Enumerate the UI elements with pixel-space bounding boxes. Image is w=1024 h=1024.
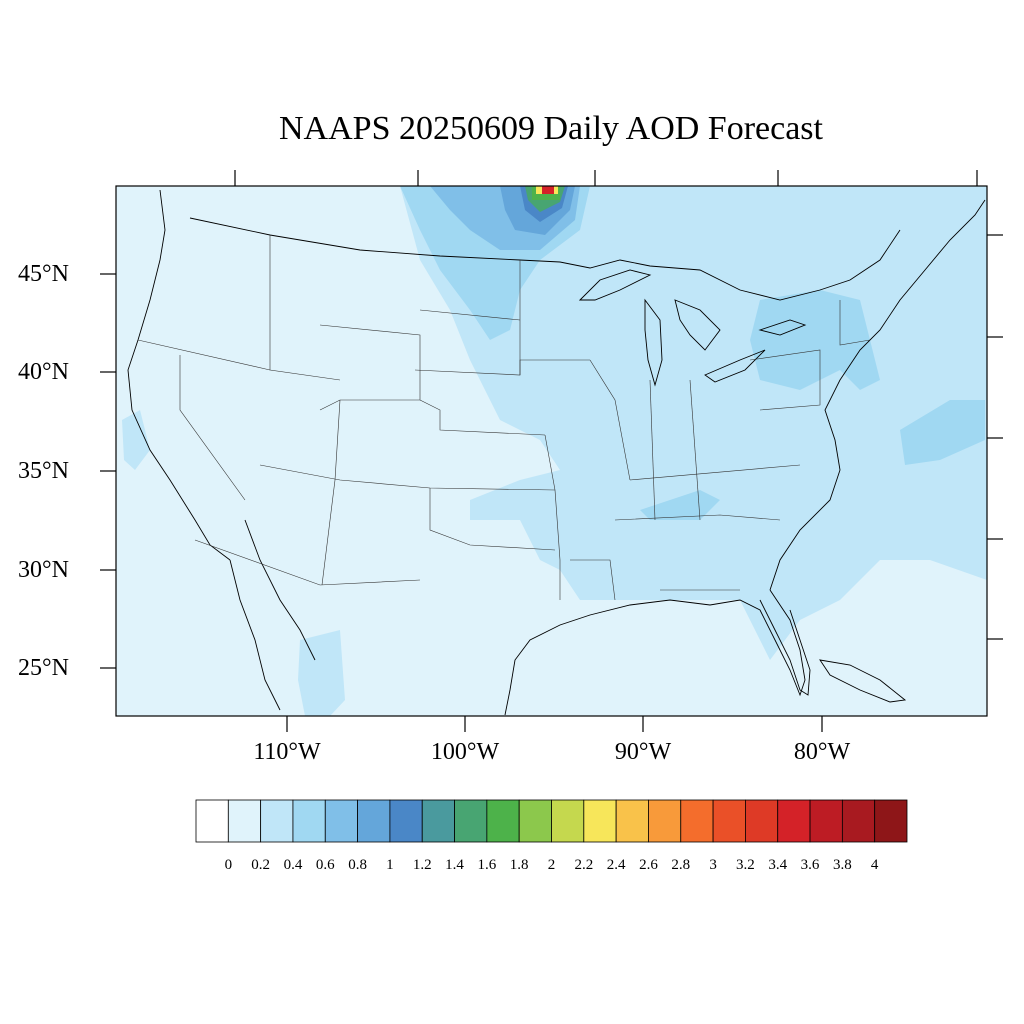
colorbar-cell bbox=[809, 799, 843, 843]
aod-region-southeast-band bbox=[640, 490, 720, 520]
atlantic-coast bbox=[769, 199, 986, 591]
colorbar-tick-label: 1 bbox=[386, 857, 394, 873]
state-line bbox=[194, 539, 421, 586]
state-line bbox=[419, 399, 546, 436]
colorbar-cell bbox=[227, 799, 262, 843]
colorbar-cell bbox=[615, 799, 649, 843]
colorbar-cell bbox=[389, 799, 423, 843]
colorbar-cell bbox=[421, 799, 455, 843]
state-line bbox=[259, 464, 556, 491]
colorbar-cell bbox=[777, 799, 811, 843]
colorbar-cell bbox=[454, 799, 488, 843]
colorbar-tick-label: 1.8 bbox=[509, 857, 529, 873]
colorbar-cell bbox=[518, 799, 552, 843]
colorbar-tick-label: 2.8 bbox=[671, 857, 691, 873]
state-line bbox=[649, 379, 656, 521]
tick-marks bbox=[100, 170, 1003, 732]
state-line bbox=[570, 559, 616, 601]
florida bbox=[759, 599, 811, 696]
state-line bbox=[589, 359, 631, 481]
state-line bbox=[137, 339, 271, 371]
colorbar-cell bbox=[260, 799, 294, 843]
lon-label-100w: 100°W bbox=[430, 739, 500, 765]
state-line bbox=[689, 379, 701, 521]
colorbar-tick-label: 3.2 bbox=[736, 857, 755, 873]
colorbar-cell bbox=[841, 799, 876, 843]
colorbar-tick-label: 3.8 bbox=[832, 857, 852, 873]
colorbar-cell bbox=[648, 799, 682, 843]
colorbar-cell bbox=[680, 799, 714, 843]
lon-label-110w: 110°W bbox=[253, 739, 321, 765]
colorbar-cell bbox=[357, 799, 391, 843]
colorbar-tick-label: 0.6 bbox=[315, 857, 335, 873]
colorbar-tick-label: 1.2 bbox=[412, 857, 432, 873]
state-line bbox=[419, 309, 521, 321]
pacific-coast bbox=[127, 189, 231, 561]
colorbar-cell bbox=[324, 799, 358, 843]
state-line bbox=[179, 355, 246, 501]
gulf-of-california bbox=[244, 519, 316, 661]
colorbar-cell bbox=[712, 799, 746, 843]
gulf-coast bbox=[504, 589, 806, 716]
state-line bbox=[321, 399, 341, 586]
colorbar-tick-label: 4 bbox=[870, 857, 879, 873]
colorbar-tick-label: 3.6 bbox=[800, 857, 820, 873]
colorbar-cell bbox=[292, 799, 326, 843]
lat-label-40n: 40°N bbox=[18, 359, 69, 385]
lat-label-25n: 25°N bbox=[18, 655, 69, 681]
colorbar-tick-label: 2 bbox=[547, 857, 556, 873]
lake-erie bbox=[704, 349, 766, 383]
colorbar-tick-label: 3 bbox=[709, 857, 717, 873]
colorbar-cell bbox=[745, 799, 779, 843]
aod-region-west-coast bbox=[122, 410, 150, 470]
aod-region-northeast bbox=[750, 290, 880, 390]
lake-superior bbox=[578, 269, 652, 301]
map-title: NAAPS 20250609 Daily AOD Forecast bbox=[279, 110, 823, 147]
lat-label-35n: 35°N bbox=[18, 458, 69, 484]
colorbar-cell bbox=[583, 799, 617, 843]
us-canada-border bbox=[189, 217, 901, 301]
cuba bbox=[819, 659, 907, 703]
lake-huron bbox=[674, 299, 721, 351]
state-line bbox=[749, 349, 821, 411]
colorbar-tick-label: 0.2 bbox=[251, 857, 270, 873]
colorbar-tick-label: 1.6 bbox=[477, 857, 497, 873]
colorbar-cell bbox=[874, 799, 908, 843]
colorbar-tick-label: 0.8 bbox=[348, 857, 367, 873]
colorbar-tick-label: 0 bbox=[224, 857, 233, 873]
state-line bbox=[839, 300, 871, 346]
colorbar-tick-label: 0.4 bbox=[283, 857, 303, 873]
map-frame bbox=[115, 185, 988, 717]
lake-michigan bbox=[644, 298, 663, 387]
colorbar-cell bbox=[195, 799, 229, 843]
colorbar-tick-label: 2.4 bbox=[606, 857, 626, 873]
aod-region-plume-max bbox=[542, 186, 554, 194]
lat-label-30n: 30°N bbox=[18, 557, 69, 583]
lat-label-45n: 45°N bbox=[18, 261, 69, 287]
lon-label-90w: 90°W bbox=[614, 739, 672, 765]
state-line bbox=[429, 488, 556, 551]
lake-ontario bbox=[758, 319, 807, 336]
colorbar-tick-label: 2.2 bbox=[574, 857, 594, 873]
aod-region-atlantic bbox=[900, 400, 985, 465]
geography-lines bbox=[127, 189, 986, 716]
colorbar-cell bbox=[551, 799, 585, 843]
colorbar-tick-label: 3.4 bbox=[768, 857, 788, 873]
state-line bbox=[629, 464, 801, 481]
lon-label-80w: 80°W bbox=[793, 739, 851, 765]
colorbar-cell bbox=[486, 799, 520, 843]
colorbar-cells bbox=[195, 799, 908, 843]
colorbar-tick-label: 2.6 bbox=[639, 857, 658, 873]
state-lines bbox=[137, 235, 871, 601]
state-line bbox=[269, 235, 341, 381]
state-line bbox=[614, 514, 781, 521]
colorbar-tick-label: 1.4 bbox=[445, 857, 464, 873]
state-line bbox=[544, 434, 561, 561]
aod-region-mexico bbox=[298, 630, 345, 716]
baja-coast bbox=[229, 559, 281, 711]
